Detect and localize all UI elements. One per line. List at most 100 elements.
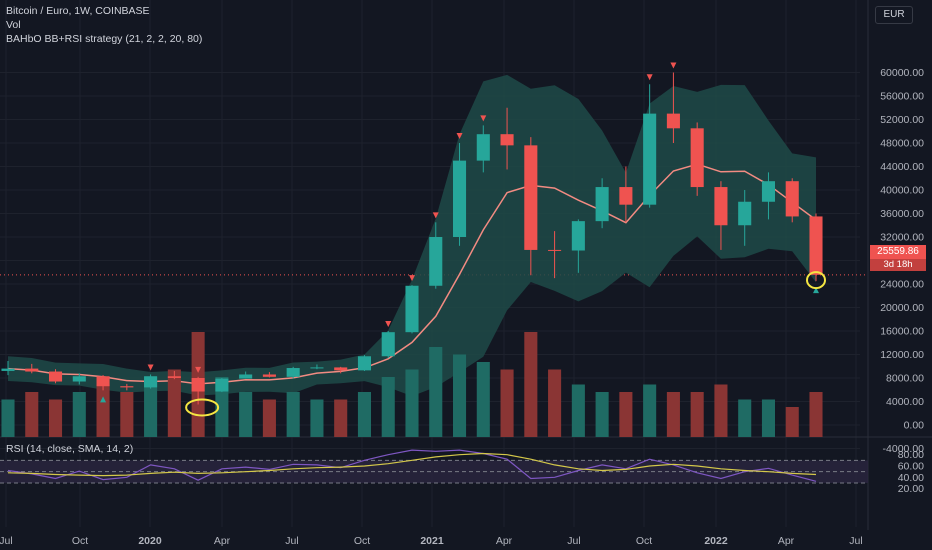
price-tick-label: 12000.00 (880, 349, 924, 361)
volume-bar (548, 369, 562, 437)
price-tick-label: 16000.00 (880, 326, 924, 338)
highlight-circles (185, 271, 826, 417)
candle-body (548, 249, 562, 251)
time-tick-label: Jul (849, 535, 862, 547)
candle-body (167, 376, 181, 378)
volume-bar (96, 384, 110, 437)
time-tick-label: Apr (778, 535, 795, 547)
price-tick-label: 56000.00 (880, 91, 924, 103)
volume-bar (1, 399, 15, 437)
volume-bar (405, 369, 419, 437)
bollinger-band-fill (8, 74, 816, 397)
time-tick-label: Oct (636, 535, 652, 547)
buy-signal-arrow (813, 287, 819, 294)
candle-body (96, 376, 110, 387)
candle-body (571, 221, 585, 251)
candle-body (405, 285, 419, 333)
volume-bar (310, 399, 324, 437)
volume-bar (357, 392, 372, 437)
candle-body (191, 378, 205, 392)
candle-body (761, 181, 776, 202)
currency-badge[interactable]: EUR (875, 6, 913, 24)
time-tick-label: Jul (567, 535, 580, 547)
volume-bars (1, 332, 823, 437)
candle-body (120, 386, 134, 388)
volume-label[interactable]: Vol (6, 19, 21, 31)
sell-signal-arrow (147, 364, 154, 371)
time-axis[interactable]: Jul Oct 2020 Apr Jul Oct 2021 Apr Jul Oct 2022 Apr J… (0, 535, 863, 547)
price-tick-label: 36000.00 (880, 208, 924, 220)
time-tick-label: Jul (0, 535, 13, 547)
strategy-label[interactable]: BAHbO BB+RSI strategy (21, 2, 2, 20, 80) (6, 33, 203, 45)
candle-body (785, 181, 799, 217)
time-tick-label: 2020 (138, 535, 162, 547)
volume-bar (262, 399, 276, 437)
volume-bar (286, 392, 300, 437)
volume-bar (334, 399, 348, 437)
sell-signal-arrow (385, 321, 392, 327)
sell-signal-arrow (670, 62, 677, 69)
candle-body (666, 113, 680, 129)
sell-signal-arrow (409, 275, 415, 282)
buy-signal-arrow (100, 396, 107, 403)
time-tick-label: 2022 (704, 535, 728, 547)
rsi-panel (0, 449, 868, 484)
candle-body (429, 237, 443, 286)
volume-bar (215, 377, 229, 437)
price-axis[interactable]: 60000.00 56000.00 52000.00 48000.00 44000.00… (880, 67, 924, 495)
volume-bar (666, 392, 680, 437)
candle-body (25, 368, 39, 372)
candle-body (690, 128, 704, 188)
volume-bar (571, 384, 585, 437)
time-tick-label: Apr (214, 535, 231, 547)
volume-bar (738, 399, 752, 437)
volume-bar (690, 392, 704, 437)
candle-body (524, 145, 538, 250)
volume-bar (452, 354, 467, 437)
sell-signal-arrow (646, 74, 653, 81)
volume-bar (714, 384, 728, 437)
bollinger-basis-line (7, 163, 817, 385)
volume-bar (500, 369, 514, 437)
price-tick-label: 0.00 (904, 420, 925, 432)
time-tick-label: 2021 (420, 535, 444, 547)
price-tick-label: 8000.00 (886, 373, 924, 385)
volume-bar (144, 377, 158, 437)
rsi-line (7, 449, 817, 482)
volume-bar (72, 392, 86, 437)
candle-body (476, 134, 490, 161)
time-tick-label: Apr (496, 535, 513, 547)
volume-bar (785, 407, 799, 437)
volume-bar (48, 399, 63, 437)
signal-markers (100, 62, 819, 403)
volume-bar (761, 399, 776, 437)
volume-bar (167, 369, 181, 437)
rsi-tick-label: 80.00 (898, 449, 924, 461)
price-tick-label: 40000.00 (880, 185, 924, 197)
price-tick-label: 48000.00 (880, 138, 924, 150)
volume-bar (809, 392, 823, 437)
candle-body (239, 374, 253, 379)
volume-bar (643, 384, 657, 437)
rsi-tick-label: 40.00 (898, 472, 924, 484)
candle-body (310, 367, 324, 369)
sell-signal-arrow (432, 212, 439, 219)
price-tick-label: 52000.00 (880, 114, 924, 126)
candle-body (809, 216, 823, 275)
rsi-tick-label: 60.00 (898, 461, 924, 473)
candle-body (48, 371, 63, 382)
rsi-label[interactable]: RSI (14, close, SMA, 14, 2) (6, 443, 134, 455)
candle-body (595, 187, 609, 222)
volume-bar (595, 392, 609, 437)
candle-body (500, 134, 514, 146)
candle-body (452, 160, 467, 237)
candle-body (215, 378, 229, 392)
symbol-title[interactable]: Bitcoin / Euro, 1W, COINBASE (6, 5, 150, 17)
candle-body (334, 367, 348, 371)
price-tick-label: -4000.00 (883, 443, 925, 455)
time-tick-label: Jul (285, 535, 298, 547)
candle-body (643, 113, 657, 205)
candle-body (714, 187, 728, 226)
candle-body (1, 368, 15, 371)
